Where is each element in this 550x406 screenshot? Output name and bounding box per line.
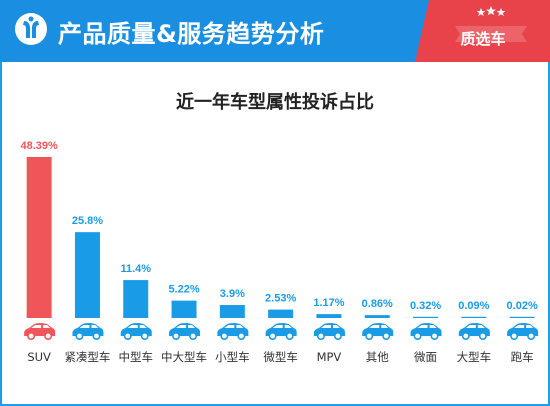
chart-title: 近一年车型属性投诉占比 bbox=[176, 92, 374, 113]
star-icon bbox=[496, 8, 506, 16]
brand-logo-icon bbox=[15, 13, 47, 45]
van-icon bbox=[410, 323, 442, 341]
bar bbox=[26, 157, 52, 318]
value-label: 0.02% bbox=[507, 300, 538, 312]
sedan-icon bbox=[24, 323, 56, 341]
bar bbox=[413, 316, 439, 318]
bar bbox=[509, 316, 535, 318]
value-label: 3.9% bbox=[220, 288, 245, 300]
bar bbox=[461, 316, 487, 318]
header-title: 产品质量&服务趋势分析 bbox=[58, 20, 325, 48]
category-label: 微型车 bbox=[263, 350, 298, 364]
value-label: 0.32% bbox=[410, 300, 441, 312]
star-icon bbox=[486, 6, 496, 16]
sports-car-icon bbox=[507, 323, 539, 341]
category-label: 小型车 bbox=[215, 350, 250, 364]
category-label: 中型车 bbox=[119, 350, 154, 364]
category-label: 中大型车 bbox=[161, 350, 207, 364]
star-icon bbox=[476, 8, 486, 16]
bar bbox=[171, 300, 197, 318]
category-label: SUV bbox=[27, 350, 51, 364]
bar bbox=[219, 305, 245, 318]
category-label: MPV bbox=[317, 350, 342, 364]
sedan-icon bbox=[120, 323, 152, 341]
badge-label: 质选车 bbox=[460, 30, 506, 48]
bar bbox=[123, 280, 149, 318]
value-label: 11.4% bbox=[120, 263, 151, 275]
value-label: 2.53% bbox=[265, 293, 296, 305]
category-label: 大型车 bbox=[457, 350, 492, 364]
sedan-icon bbox=[458, 323, 490, 341]
badge-background bbox=[415, 0, 550, 62]
minivan-icon bbox=[313, 323, 345, 341]
hatchback-icon bbox=[217, 323, 249, 341]
category-label: 跑车 bbox=[511, 350, 534, 364]
bar bbox=[364, 315, 390, 318]
category-label: 紧凑型车 bbox=[64, 350, 110, 364]
value-label: 48.39% bbox=[20, 140, 58, 152]
value-label: 5.22% bbox=[168, 284, 199, 296]
pickup-icon bbox=[362, 323, 394, 341]
category-label: 微面 bbox=[414, 350, 437, 364]
sedan-icon bbox=[72, 323, 104, 341]
sedan-icon bbox=[169, 323, 201, 341]
bar bbox=[268, 309, 294, 318]
bar bbox=[316, 314, 342, 318]
bar bbox=[74, 232, 100, 318]
value-label: 0.86% bbox=[362, 298, 393, 310]
category-label: 其他 bbox=[366, 350, 389, 364]
value-label: 25.8% bbox=[72, 215, 103, 227]
value-label: 1.17% bbox=[313, 297, 344, 309]
value-label: 0.09% bbox=[458, 300, 489, 312]
smart-car-icon bbox=[265, 323, 297, 341]
